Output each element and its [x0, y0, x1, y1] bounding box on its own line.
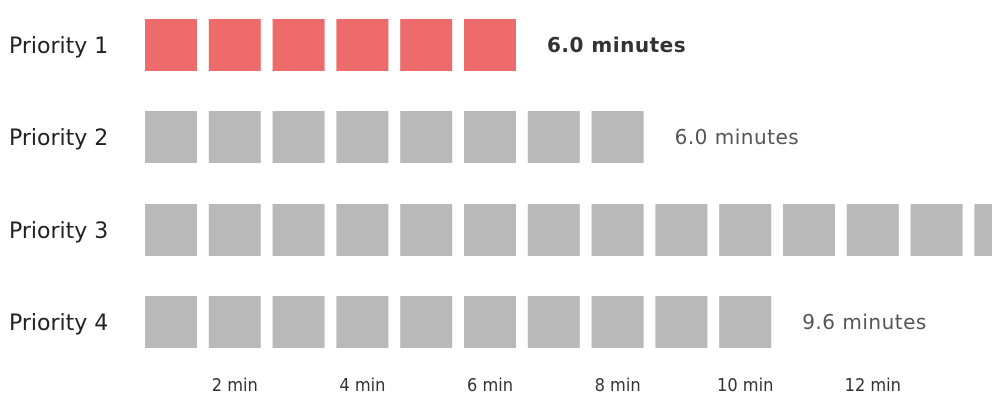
- bar-block: [400, 204, 453, 256]
- bar-block: [272, 204, 325, 256]
- bar-block: [208, 111, 261, 163]
- value-label: 6.0 minutes: [675, 125, 800, 149]
- x-tick-label: 8 min: [595, 375, 641, 396]
- category-label: Priority 4: [9, 311, 108, 336]
- bar-block: [145, 296, 197, 348]
- bar-block: [336, 111, 389, 163]
- x-axis-ticks: 2 min 4 min 6 min 8 min 10 min 12 min: [212, 375, 901, 396]
- value-label: 9.6 minutes: [802, 310, 927, 334]
- bar-block: [400, 111, 453, 163]
- bar-block: [846, 204, 899, 256]
- bar-block: [400, 19, 453, 71]
- bar-block: [655, 296, 708, 348]
- bar-block: [272, 19, 325, 71]
- bar-block: [527, 204, 580, 256]
- bar-block: [145, 204, 197, 256]
- bar-block: [208, 204, 261, 256]
- bar-block: [336, 19, 389, 71]
- bar-block: [145, 19, 197, 71]
- bar-block: [208, 19, 261, 71]
- bar-block: [336, 204, 389, 256]
- bar-blocks: [145, 19, 992, 348]
- bar-block: [527, 111, 580, 163]
- bar-block: [655, 204, 708, 256]
- bar-block: [208, 296, 261, 348]
- bar-block: [145, 111, 197, 163]
- bar-block: [464, 19, 516, 71]
- category-labels: Priority 1 Priority 2 Priority 3 Priority 4: [9, 34, 108, 336]
- bar-block: [719, 296, 772, 348]
- bar-block: [272, 296, 325, 348]
- bar-block: [336, 296, 389, 348]
- x-tick-label: 2 min: [212, 375, 258, 396]
- bar-block: [719, 204, 772, 256]
- bar-block: [591, 296, 644, 348]
- value-label: 6.0 minutes: [547, 33, 686, 57]
- x-tick-label: 6 min: [467, 375, 513, 396]
- category-label: Priority 2: [9, 126, 108, 151]
- bar-block: [974, 204, 992, 256]
- bar-block: [400, 296, 453, 348]
- x-tick-label: 10 min: [717, 375, 773, 396]
- bar-block: [464, 296, 516, 348]
- x-tick-label: 12 min: [845, 375, 901, 396]
- value-labels: 6.0 minutes 6.0 minutes 9.6 minutes: [547, 33, 927, 334]
- bar-block: [783, 204, 835, 256]
- bar-block: [272, 111, 325, 163]
- bar-block: [910, 204, 963, 256]
- x-tick-label: 4 min: [339, 375, 385, 396]
- bar-block: [464, 111, 516, 163]
- bar-block: [527, 296, 580, 348]
- category-label: Priority 3: [9, 219, 108, 244]
- bar-block: [591, 204, 644, 256]
- bar-block: [464, 204, 516, 256]
- category-label: Priority 1: [9, 34, 108, 59]
- bar-block: [591, 111, 644, 163]
